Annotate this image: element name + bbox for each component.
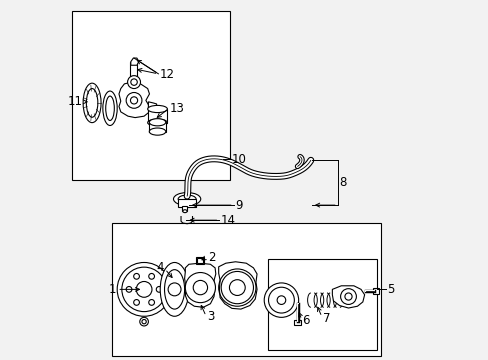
Text: 5: 5 — [386, 283, 393, 296]
Circle shape — [126, 93, 142, 108]
Circle shape — [264, 283, 298, 318]
Circle shape — [268, 287, 294, 313]
Circle shape — [140, 318, 148, 326]
Bar — [293, 320, 301, 325]
Text: 11: 11 — [67, 95, 82, 108]
Bar — [147, 109, 167, 123]
Circle shape — [277, 296, 285, 305]
Ellipse shape — [147, 105, 167, 113]
Text: 2: 2 — [207, 251, 215, 264]
Ellipse shape — [160, 262, 188, 316]
Polygon shape — [131, 58, 139, 65]
Ellipse shape — [86, 89, 98, 117]
Ellipse shape — [105, 96, 114, 121]
Text: 14: 14 — [220, 214, 235, 227]
Circle shape — [133, 274, 139, 279]
Polygon shape — [184, 263, 215, 307]
Circle shape — [131, 79, 137, 85]
Text: 1: 1 — [109, 283, 116, 296]
Circle shape — [168, 283, 181, 296]
Circle shape — [344, 293, 351, 300]
Bar — [130, 62, 137, 76]
Ellipse shape — [149, 128, 165, 135]
Circle shape — [340, 289, 356, 305]
Bar — [267, 259, 376, 350]
Circle shape — [221, 271, 253, 304]
Bar — [149, 122, 165, 132]
Circle shape — [122, 267, 166, 312]
Bar — [178, 199, 196, 207]
Ellipse shape — [183, 210, 187, 213]
Circle shape — [156, 287, 162, 292]
Text: 8: 8 — [338, 176, 346, 189]
Bar — [182, 206, 187, 211]
Polygon shape — [218, 262, 257, 309]
Circle shape — [148, 300, 154, 305]
Bar — [131, 76, 137, 82]
Ellipse shape — [164, 270, 184, 309]
Circle shape — [127, 76, 140, 89]
Text: 4: 4 — [156, 261, 164, 274]
Text: 7: 7 — [322, 311, 329, 325]
Circle shape — [142, 319, 146, 324]
Bar — [112, 223, 380, 356]
Bar — [196, 258, 202, 263]
Ellipse shape — [102, 91, 117, 126]
Ellipse shape — [178, 195, 196, 203]
Text: 10: 10 — [231, 153, 245, 166]
Text: 3: 3 — [207, 310, 214, 324]
Bar — [72, 12, 230, 180]
Polygon shape — [148, 102, 156, 108]
Circle shape — [148, 274, 154, 279]
Polygon shape — [332, 286, 364, 308]
Ellipse shape — [149, 119, 165, 126]
Circle shape — [126, 287, 132, 292]
Circle shape — [136, 282, 152, 297]
Ellipse shape — [147, 119, 167, 126]
Text: 9: 9 — [234, 199, 242, 212]
Text: 6: 6 — [302, 314, 309, 327]
Circle shape — [130, 97, 137, 104]
Polygon shape — [119, 82, 149, 118]
Circle shape — [229, 280, 244, 296]
Circle shape — [185, 273, 215, 303]
Ellipse shape — [83, 83, 101, 123]
Ellipse shape — [173, 193, 201, 206]
Circle shape — [117, 262, 171, 316]
Circle shape — [133, 300, 139, 305]
Bar — [195, 257, 203, 264]
Bar — [372, 288, 378, 294]
Text: 12: 12 — [159, 68, 174, 81]
Circle shape — [193, 280, 207, 295]
Text: 13: 13 — [169, 102, 184, 115]
